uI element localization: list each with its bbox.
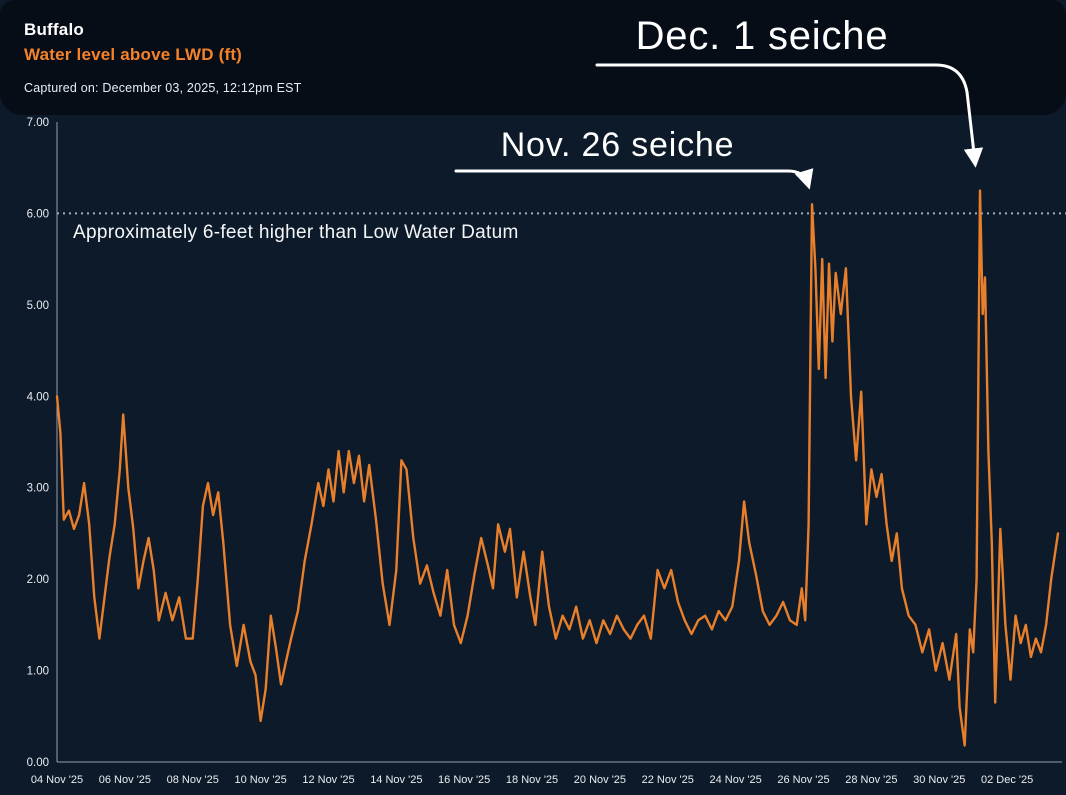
x-tick-label: 24 Nov '25 bbox=[710, 774, 762, 786]
x-tick-label: 22 Nov '25 bbox=[642, 774, 694, 786]
x-tick-label: 18 Nov '25 bbox=[506, 774, 558, 786]
x-tick-label: 08 Nov '25 bbox=[167, 774, 219, 786]
x-tick-label: 02 Dec '25 bbox=[981, 774, 1033, 786]
dec1-seiche-arrow bbox=[595, 63, 984, 168]
nov26-seiche-arrow bbox=[454, 168, 814, 190]
x-tick-label: 12 Nov '25 bbox=[302, 774, 354, 786]
y-tick-label: 2.00 bbox=[27, 574, 49, 586]
x-tick-label: 28 Nov '25 bbox=[845, 774, 897, 786]
y-tick-label: 7.00 bbox=[27, 117, 49, 129]
nov26-seiche-label: Nov. 26 seiche bbox=[500, 126, 735, 164]
x-tick-label: 20 Nov '25 bbox=[574, 774, 626, 786]
header-banner: Buffalo Water level above LWD (ft) Captu… bbox=[0, 0, 1066, 115]
y-tick-label: 6.00 bbox=[27, 208, 49, 220]
dec1-seiche-label: Dec. 1 seiche bbox=[635, 14, 889, 58]
x-tick-label: 16 Nov '25 bbox=[438, 774, 490, 786]
station-title: Buffalo bbox=[24, 20, 84, 39]
water-level-series bbox=[55, 189, 1060, 747]
y-tick-label: 1.00 bbox=[27, 666, 49, 678]
x-tick-label: 06 Nov '25 bbox=[99, 774, 151, 786]
x-tick-label: 10 Nov '25 bbox=[234, 774, 286, 786]
low-water-datum-note: Approximately 6-feet higher than Low Wat… bbox=[73, 222, 519, 243]
y-tick-label: 5.00 bbox=[27, 300, 49, 312]
y-tick-label: 0.00 bbox=[27, 757, 49, 769]
x-tick-label: 14 Nov '25 bbox=[370, 774, 422, 786]
y-tick-label: 3.00 bbox=[27, 483, 49, 495]
x-tick-label: 26 Nov '25 bbox=[777, 774, 829, 786]
x-tick-label: 04 Nov '25 bbox=[31, 774, 83, 786]
x-tick-label: 30 Nov '25 bbox=[913, 774, 965, 786]
captured-timestamp: Captured on: December 03, 2025, 12:12pm … bbox=[24, 81, 302, 95]
chart-subtitle: Water level above LWD (ft) bbox=[24, 45, 243, 64]
y-tick-label: 4.00 bbox=[27, 391, 49, 403]
